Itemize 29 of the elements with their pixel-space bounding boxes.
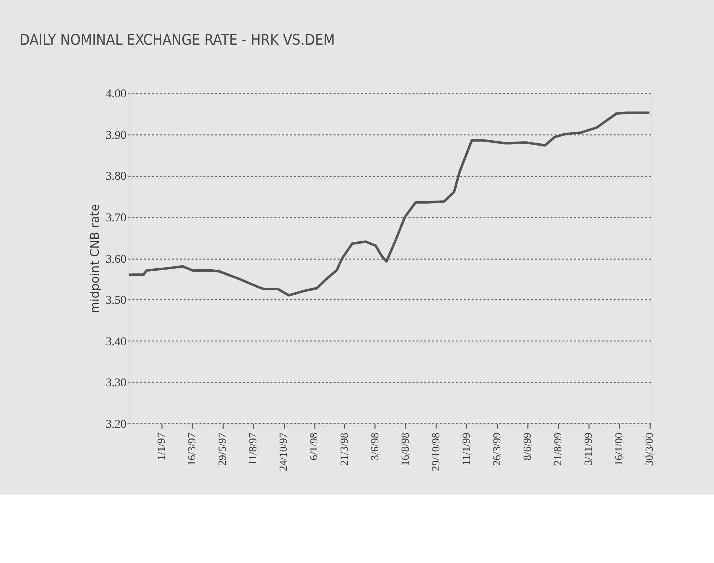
- y-tick-label: 4.00: [106, 86, 127, 101]
- chart-title: DAILY NOMINAL EXCHANGE RATE - HRK VS.DEM: [20, 32, 336, 49]
- y-tick-label: 3.20: [106, 416, 127, 431]
- x-tick-label: 16/1/00: [614, 432, 626, 466]
- x-tick-label: 6/1/98: [308, 432, 321, 461]
- x-tick-label: 30/3/00: [644, 432, 656, 466]
- x-tick-label: 3/11/99: [583, 432, 596, 466]
- y-axis-title: midpoint CNB rate: [88, 204, 102, 314]
- y-tick-label: 3.90: [106, 128, 127, 142]
- x-tick-label: 3/6/98: [370, 432, 382, 461]
- x-tick-label: 1/1/97: [156, 432, 168, 461]
- y-tick-label: 3.40: [106, 334, 127, 348]
- x-tick-label: 16/3/97: [186, 432, 199, 466]
- x-tick-label: 11/8/97: [248, 432, 260, 466]
- x-tick-label: 21/8/99: [552, 432, 565, 466]
- x-tick-label: 24/10/97: [278, 432, 290, 472]
- x-tick-label: 21/3/98: [339, 432, 352, 466]
- y-tick-label: 3.50: [106, 293, 127, 308]
- x-tick-label: 29/5/97: [217, 432, 230, 466]
- x-tick-label: 11/1/99: [461, 432, 474, 466]
- y-tick-label: 3.60: [106, 252, 127, 266]
- x-tick-label: 26/3/99: [492, 432, 504, 466]
- y-tick-label: 3.70: [106, 210, 127, 224]
- y-tick-label: 3.30: [106, 376, 127, 390]
- x-tick-label: 8/6/99: [522, 432, 534, 461]
- line-series: [128, 112, 651, 297]
- x-tick-label: 29/10/98: [430, 432, 443, 472]
- x-tick-label: 16/8/98: [400, 432, 412, 466]
- y-tick-label: 3.80: [106, 169, 127, 184]
